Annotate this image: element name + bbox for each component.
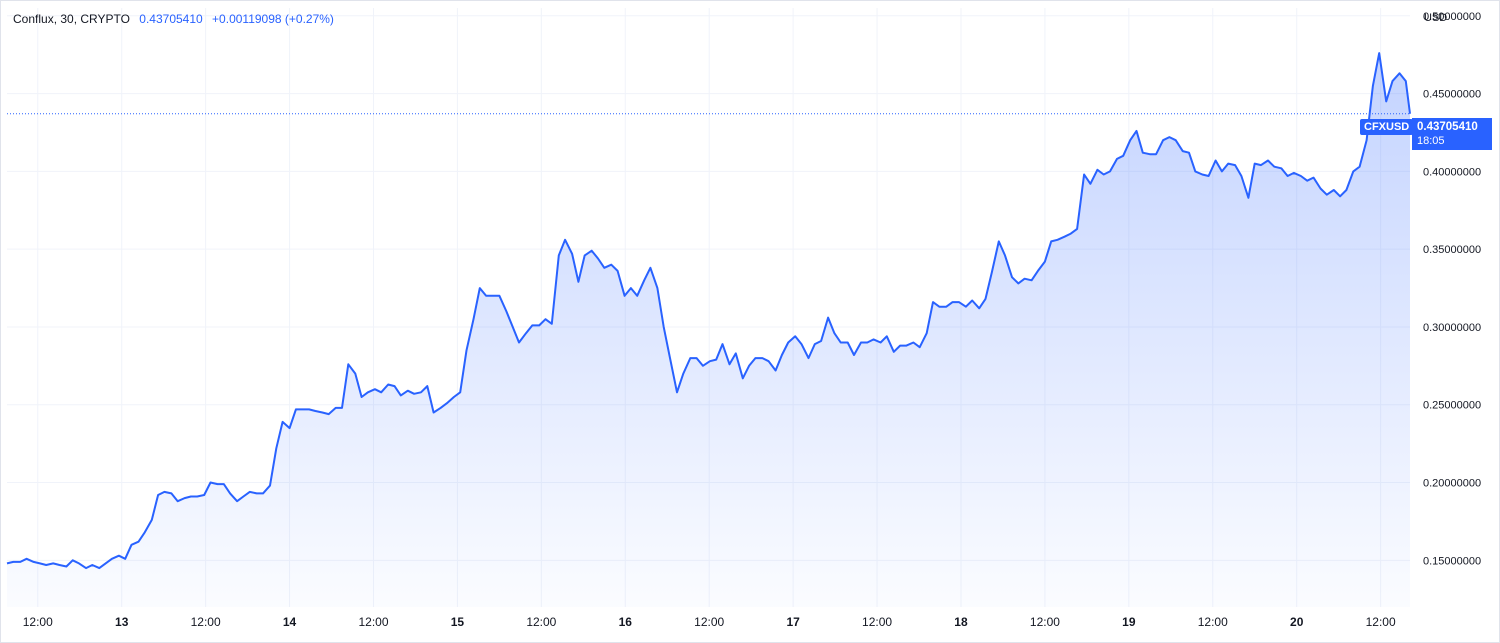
symbol-badge: CFXUSD — [1360, 119, 1414, 135]
last-price-value: 0.43705410 — [1417, 121, 1478, 133]
series-line — [6, 52, 1411, 570]
x-tick-label: 17 — [786, 615, 800, 629]
x-tick-label: 12:00 — [1366, 615, 1396, 629]
y-tick-label: 0.40000000 — [1423, 166, 1481, 178]
x-tick-label: 12:00 — [862, 615, 892, 629]
x-tick-label: 14 — [283, 615, 297, 629]
y-tick-label: 0.45000000 — [1423, 89, 1481, 101]
legend-symbol: Conflux, 30, CRYPTO — [13, 12, 130, 26]
x-tick-label: 12:00 — [1198, 615, 1228, 629]
y-tick-label: 0.35000000 — [1423, 244, 1481, 256]
y-tick-label: 0.30000000 — [1423, 322, 1481, 334]
legend: Conflux, 30, CRYPTO 0.43705410 +0.001190… — [13, 12, 334, 26]
x-tick-label: 18 — [954, 615, 968, 629]
x-tick-label: 16 — [619, 615, 633, 629]
legend-change: +0.00119098 (+0.27%) — [212, 12, 334, 26]
x-tick-label: 12:00 — [358, 615, 388, 629]
x-tick-label: 12:00 — [526, 615, 556, 629]
currency-label: USD — [1424, 12, 1448, 24]
x-tick-label: 20 — [1290, 615, 1304, 629]
x-tick-label: 13 — [115, 615, 129, 629]
y-tick-label: 0.20000000 — [1423, 478, 1481, 490]
series-area — [7, 53, 1410, 608]
last-price-badge: 0.43705410 18:05 — [1412, 118, 1492, 150]
y-tick-label: 0.15000000 — [1423, 555, 1481, 567]
x-tick-label: 12:00 — [191, 615, 221, 629]
x-tick-label: 12:00 — [1030, 615, 1060, 629]
bar-countdown: 18:05 — [1417, 135, 1445, 147]
x-tick-label: 12:00 — [23, 615, 53, 629]
x-tick-label: 19 — [1122, 615, 1136, 629]
y-tick-label: 0.25000000 — [1423, 400, 1481, 412]
y-tick-label: 0.50000000 — [1423, 11, 1481, 23]
x-tick-label: 15 — [451, 615, 465, 629]
legend-price: 0.43705410 — [139, 12, 203, 26]
x-tick-label: 12:00 — [694, 615, 724, 629]
